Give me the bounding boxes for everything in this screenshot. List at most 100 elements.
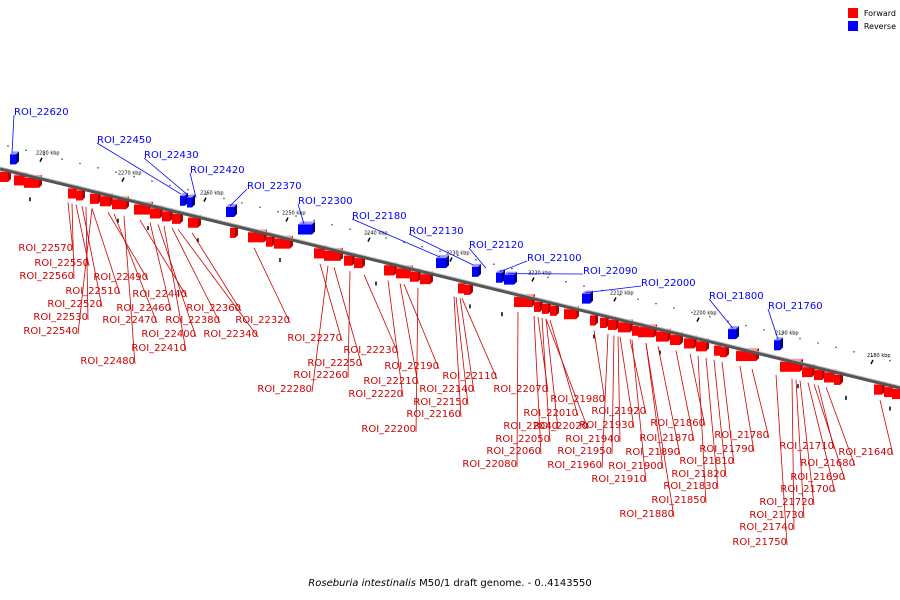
scale-dot [97, 167, 99, 169]
gene-label: ROI_22010 [523, 408, 578, 419]
scale-label: 2180 kbp [867, 353, 891, 359]
leader-line [739, 366, 755, 453]
leader-line [11, 114, 15, 153]
scale-dot [295, 215, 297, 217]
scale-dot [25, 149, 27, 152]
gene-label: ROI_22550 [34, 258, 89, 269]
scale-label: 2280 kbp [36, 151, 60, 157]
gene-label: ROI_22530 [33, 312, 88, 323]
gene-label: ROI_22180 [352, 211, 407, 222]
leader-line [545, 318, 559, 430]
gene-label: ROI_22300 [298, 196, 353, 207]
gene-label: ROI_21680 [800, 458, 855, 469]
gene-label: ROI_22080 [462, 459, 517, 470]
leader-line [799, 380, 815, 506]
leader-line [455, 296, 469, 406]
scale-dot [547, 276, 549, 279]
scale-dot [367, 232, 369, 235]
scale-dot [187, 188, 189, 191]
leader-line [149, 222, 172, 312]
scale-dot [457, 254, 459, 257]
scale-label: 2270 kbp [118, 171, 142, 177]
legend-item-reverse: Reverse [847, 21, 896, 31]
reverse-gene [180, 192, 188, 206]
scale-dot [817, 342, 819, 344]
gene-label: ROI_22000 [641, 278, 696, 289]
scale-tick [696, 317, 700, 322]
gene-label: ROI_21780 [714, 430, 769, 441]
gene-label: ROI_21910 [591, 474, 646, 485]
scale-dot [385, 237, 387, 239]
scale-dot [331, 223, 333, 226]
scale-dot [421, 245, 423, 248]
scale-dot [673, 307, 675, 309]
scale-dot [511, 267, 513, 270]
leader-line [631, 339, 647, 483]
leader-line [675, 350, 695, 442]
gene-label: ROI_21950 [557, 446, 612, 457]
scale-dot [781, 333, 783, 336]
gene-label: ROI_22450 [97, 135, 152, 146]
scale-tick [285, 217, 289, 222]
leader-line [775, 374, 788, 546]
gene-label: ROI_22050 [495, 434, 550, 445]
leader-line [191, 232, 242, 312]
leader-line [751, 368, 770, 439]
gene-label: ROI_21710 [779, 441, 834, 452]
scale-dot [61, 158, 63, 160]
leader-line [708, 298, 734, 329]
scale-dot [7, 145, 9, 147]
leader-line [253, 247, 291, 324]
leader-line [67, 202, 74, 252]
leader-line [657, 346, 681, 456]
scale-dot [889, 359, 891, 362]
gene-label: ROI_22340 [203, 329, 258, 340]
leader-line [713, 359, 727, 478]
genome-caption: Roseburia intestinalis M50/1 draft genom… [0, 578, 900, 589]
leader-line [81, 205, 103, 308]
leader-line [399, 283, 419, 385]
leader-line [171, 227, 221, 324]
gene-label: ROI_22140 [419, 384, 474, 395]
scale-dot [637, 298, 639, 301]
gene-label: ROI_22520 [47, 299, 102, 310]
leader-line [705, 357, 719, 490]
scale-dot [655, 302, 657, 305]
scale-dot [151, 180, 153, 182]
reverse-gene [187, 194, 195, 208]
gene-label: ROI_21730 [749, 510, 804, 521]
gene-label: ROI_22190 [384, 361, 439, 372]
gene-label: ROI_22360 [186, 303, 241, 314]
scale-dot [43, 153, 45, 156]
gene-label: ROI_22220 [348, 389, 403, 400]
leader-line [107, 212, 149, 281]
scale-dot [313, 219, 315, 222]
leader-line [629, 339, 647, 415]
leader-line [415, 287, 419, 433]
leader-line [347, 271, 351, 379]
leader-line [879, 400, 894, 456]
leader-line [611, 335, 615, 455]
scale-dot [709, 315, 711, 318]
leader-line [96, 142, 182, 195]
leader-line [113, 213, 158, 324]
leader-line [351, 218, 441, 258]
leader-line [333, 267, 363, 367]
gene-label: ROI_22060 [486, 446, 541, 457]
gene-label: ROI_21940 [565, 434, 620, 445]
gene-label: ROI_21800 [709, 291, 764, 302]
scale-dot [439, 250, 441, 252]
leader-line [545, 318, 589, 430]
gene-label: ROI_22560 [19, 271, 74, 282]
scale-label: 2210 kbp [610, 290, 634, 296]
gene-label: ROI_21820 [671, 469, 726, 480]
gene-label: ROI_22070 [493, 384, 548, 395]
gene-label: ROI_22370 [247, 181, 302, 192]
leader-line [516, 312, 519, 468]
scale-dot [763, 329, 765, 331]
leader-line [77, 208, 93, 335]
leader-line [468, 247, 487, 269]
reverse-gene [728, 326, 739, 340]
leader-line [91, 208, 121, 295]
